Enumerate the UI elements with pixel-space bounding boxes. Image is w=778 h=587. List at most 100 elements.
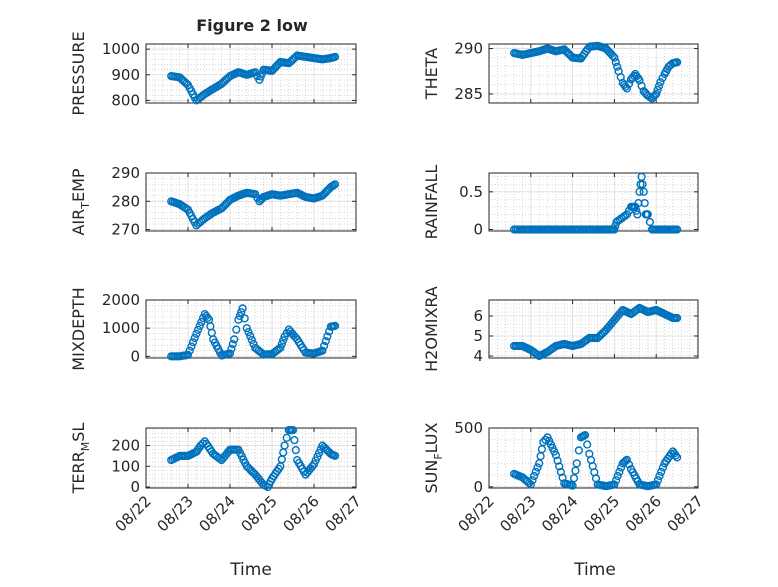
data-point xyxy=(624,460,634,469)
data-point xyxy=(658,73,667,83)
data-point xyxy=(291,446,300,455)
data-point xyxy=(611,476,621,485)
data-point xyxy=(635,187,644,196)
data-point xyxy=(318,346,327,355)
data-point xyxy=(188,338,198,347)
data-point xyxy=(277,340,286,349)
y-axis-label-main: RAINFALL xyxy=(422,165,441,240)
y-tick-label: 500 xyxy=(454,419,483,437)
data-point xyxy=(330,451,340,461)
data-point xyxy=(531,467,540,476)
y-tick-label: 100 xyxy=(111,457,140,475)
y-tick-label: 5 xyxy=(473,327,483,345)
data-point xyxy=(653,85,662,95)
x-tick-label: 08/25 xyxy=(238,492,281,535)
data-point xyxy=(672,225,682,234)
axes-box xyxy=(145,172,357,232)
data-point xyxy=(235,311,244,321)
data-point xyxy=(610,225,619,234)
data-point xyxy=(568,481,577,490)
x-tick-label: 08/23 xyxy=(154,492,197,535)
data-point xyxy=(640,199,649,208)
data-point xyxy=(622,84,632,93)
x-axis-label-left: Time xyxy=(229,560,272,580)
data-point xyxy=(611,58,620,67)
data-point xyxy=(610,53,619,62)
data-point xyxy=(330,321,340,331)
axes-box xyxy=(145,427,357,489)
data-point xyxy=(536,452,545,461)
data-point xyxy=(558,473,567,482)
data-point xyxy=(672,453,682,462)
y-axis-label-main: AIR xyxy=(69,209,88,236)
data-point xyxy=(230,335,239,344)
y-axis-label-main: TERR xyxy=(69,451,88,494)
data-point xyxy=(655,471,664,481)
data-point xyxy=(279,448,288,457)
data-point xyxy=(569,474,579,483)
data-point xyxy=(622,455,632,464)
data-point xyxy=(308,462,317,471)
data-point xyxy=(671,451,680,460)
y-tick-label: 290 xyxy=(454,40,483,58)
y-axis-label: MIXDEPTH xyxy=(69,287,88,370)
y-axis-label-tail: LUX xyxy=(422,422,441,453)
data-point xyxy=(320,341,329,351)
y-axis-label-main: SUN xyxy=(422,460,441,494)
x-tick-label: 08/26 xyxy=(280,492,323,535)
data-point xyxy=(613,62,622,71)
data-point xyxy=(247,335,256,345)
data-point xyxy=(629,71,639,80)
data-point xyxy=(329,181,338,190)
data-point xyxy=(206,322,215,331)
data-point xyxy=(652,480,661,489)
y-tick-label: 0 xyxy=(473,220,483,238)
data-point xyxy=(541,435,550,444)
figure-title: Figure 2 low xyxy=(196,16,308,35)
data-point xyxy=(240,314,249,323)
data-point xyxy=(528,476,537,485)
data-point xyxy=(537,445,547,454)
data-point xyxy=(613,471,622,481)
y-axis-label-main: MIXDEPTH xyxy=(69,287,88,370)
data-point xyxy=(608,51,617,60)
y-tick-label: 270 xyxy=(111,221,140,239)
data-point xyxy=(539,438,548,447)
data-point xyxy=(672,58,682,67)
panel-h2omixra: 4 5 6 H2OMIXRA xyxy=(422,286,699,372)
y-axis-label: TERRMSL xyxy=(69,423,92,495)
data-point xyxy=(652,89,661,99)
data-point xyxy=(583,440,592,449)
data-point xyxy=(197,317,206,327)
data-point xyxy=(653,476,663,485)
y-tick-label: 4 xyxy=(473,347,483,365)
x-tick-label: 08/23 xyxy=(496,492,539,535)
data-point xyxy=(330,52,340,61)
y-axis-label: SUNFLUX xyxy=(422,422,445,493)
data-point xyxy=(580,431,590,440)
data-point xyxy=(621,211,630,220)
data-point xyxy=(610,480,619,489)
data-point xyxy=(672,313,682,323)
data-point xyxy=(183,350,193,360)
x-tick-label: 08/27 xyxy=(664,492,707,535)
data-point xyxy=(574,446,584,455)
data-point xyxy=(624,79,634,89)
x-tick-label: 08/22 xyxy=(455,492,498,535)
data-point xyxy=(244,328,253,337)
data-point xyxy=(615,467,624,476)
y-axis-label-main: THETA xyxy=(422,48,441,100)
y-tick-label: 0.5 xyxy=(459,183,483,201)
y-axis-label: H2OMIXRA xyxy=(422,286,441,372)
y-axis-label: AIRTEMP xyxy=(69,168,92,235)
y-axis-label: THETA xyxy=(422,48,441,100)
y-tick-label: 6 xyxy=(473,307,483,325)
y-axis-label-main: H2OMIXRA xyxy=(422,286,441,372)
y-tick-label: 0 xyxy=(473,478,483,496)
data-point xyxy=(207,328,216,337)
y-tick-label: 1000 xyxy=(102,319,140,337)
y-axis-label: RAINFALL xyxy=(422,165,441,240)
